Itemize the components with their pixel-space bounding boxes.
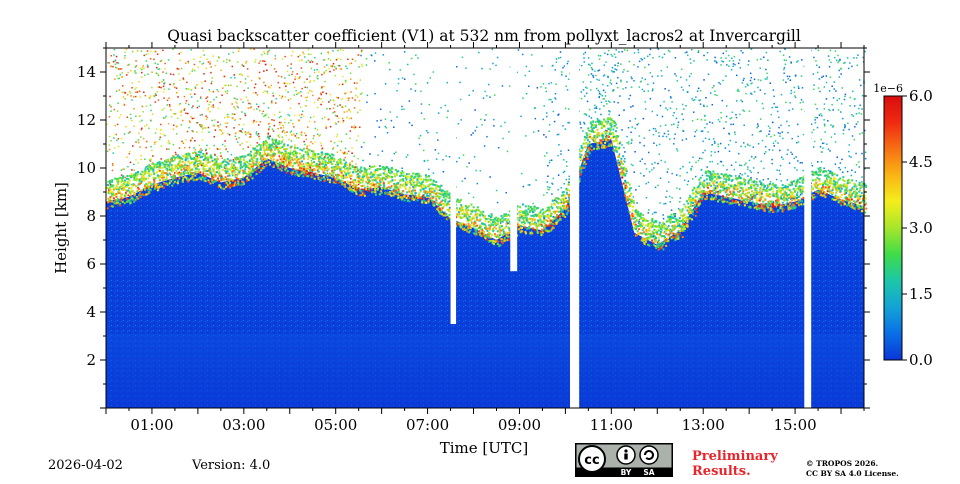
y-tick-label-4: 10 [77,159,96,177]
copyright-line-1: © TROPOS 2026. [806,459,899,469]
colorbar-tick-label-3: 4.5 [909,153,933,171]
x-tick-label-5: 11:00 [590,416,633,434]
y-tick-label-5: 12 [77,111,96,129]
data-gap-1 [804,48,811,408]
by-text: BY [621,468,632,477]
x-tick-label-2: 05:00 [314,416,357,434]
cc-text: cc [584,453,599,468]
preliminary-notice: Preliminary Results. [692,449,778,479]
x-axis-label: Time [UTC] [440,439,529,457]
sa-text: SA [643,468,654,477]
colorbar-tick-label-2: 3.0 [909,219,933,237]
colorbar: 1e−6 0.0 1.5 3.0 4.5 6.0 [873,82,933,369]
colorbar-tick-label-0: 0.0 [909,351,933,369]
date-label: 2026-04-02 [48,458,123,473]
chart-title: Quasi backscatter coefficient (V1) at 53… [167,27,801,45]
y-axis-label: Height [km] [52,182,70,274]
version-label: Version: 4.0 [192,458,270,473]
x-tick-label-4: 09:00 [498,416,541,434]
data-gap-0 [570,48,579,408]
x-tick-label-6: 13:00 [682,416,725,434]
x-tick-label-1: 03:00 [222,416,265,434]
x-tick-label-7: 15:00 [773,416,816,434]
y-tick-label-6: 14 [77,63,96,81]
data-gap-3 [510,48,517,271]
y-tick-label-1: 4 [86,303,96,321]
x-tick-label-0: 01:00 [130,416,173,434]
y-tick-label-2: 6 [86,255,96,273]
copyright-line-2: CC BY SA 4.0 License. [806,469,899,479]
preliminary-line-1: Preliminary [692,449,778,464]
x-tick-label-3: 07:00 [406,416,449,434]
cc-license-badge: cc BY SA [575,443,673,477]
copyright-notice: © TROPOS 2026. CC BY SA 4.0 License. [806,459,899,479]
y-tick-label-0: 2 [86,351,96,369]
colorbar-tick-label-4: 6.0 [909,87,933,105]
plot-area [106,48,867,408]
colorbar-exponent: 1e−6 [873,82,903,95]
preliminary-line-2: Results. [692,464,778,479]
data-gap-2 [451,48,457,324]
share-alike-icon [640,446,658,464]
colorbar-tick-label-1: 1.5 [909,285,933,303]
boundary-layer [106,334,864,408]
y-tick-label-3: 8 [86,207,96,225]
colorbar-scale [884,96,902,360]
